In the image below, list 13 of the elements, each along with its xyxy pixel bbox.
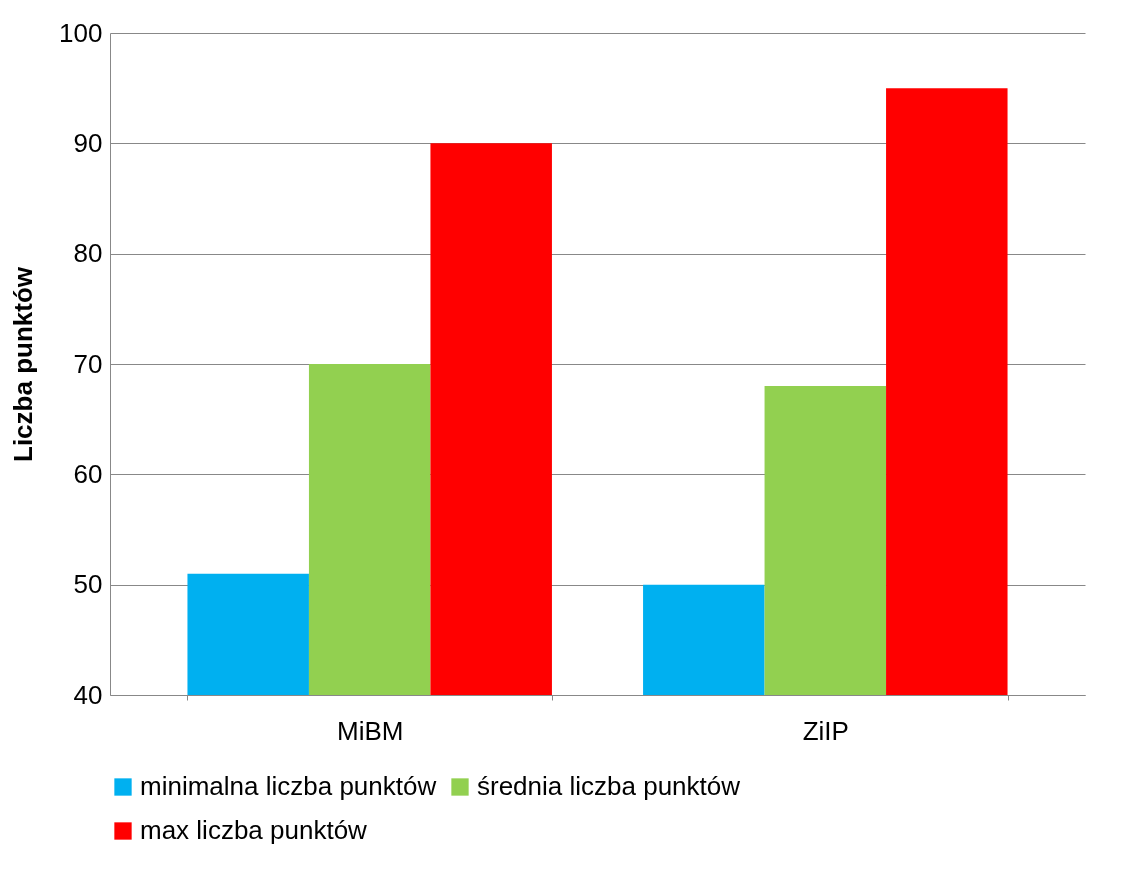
y-tick-label: 100	[59, 17, 103, 48]
y-tick-label: 60	[73, 458, 103, 489]
x-tick-label: ZiIP	[802, 715, 849, 746]
y-tick-label: 90	[73, 127, 103, 158]
x-tick-label: MiBM	[336, 715, 404, 746]
y-tick-label: 40	[73, 679, 103, 710]
y-axis-title: Liczba punktów	[8, 266, 39, 462]
y-tick-label: 80	[73, 238, 103, 269]
y-tick-label: 70	[73, 348, 103, 379]
y-tick-label: 50	[73, 569, 103, 600]
legend-label: średnia liczba punktów	[477, 771, 741, 801]
legend-label: minimalna liczba punktów	[140, 771, 437, 801]
legend-label: max liczba punktów	[140, 815, 368, 845]
